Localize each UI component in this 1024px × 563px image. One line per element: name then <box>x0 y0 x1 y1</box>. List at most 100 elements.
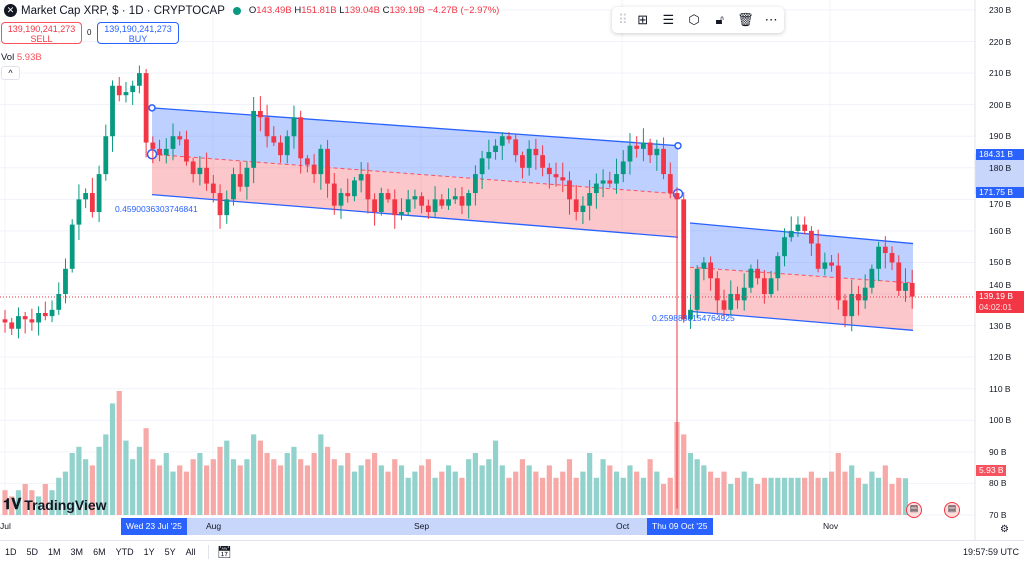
volume-bar <box>392 459 398 515</box>
candle-down <box>567 180 572 200</box>
candle-down <box>385 193 391 200</box>
lock-icon[interactable]: 🔓︎ <box>715 12 724 27</box>
candle-up <box>479 158 485 175</box>
candle-down <box>278 142 283 156</box>
volume-bar <box>96 446 102 515</box>
volume-bar <box>419 465 425 515</box>
add-template-icon[interactable]: ⊞ <box>637 12 649 27</box>
candle-down <box>607 180 613 184</box>
buy-button[interactable]: 139,190,241,273 BUY <box>97 22 179 44</box>
candle-up <box>775 256 781 279</box>
symbol-title[interactable]: Market Cap XRP, $ · 1D · CRYPTOCAP <box>21 4 225 17</box>
candle-up <box>432 199 438 212</box>
candle-down <box>419 196 425 206</box>
tradingview-logo: 𝟏𝐕 TradingView <box>3 496 107 513</box>
candle-down <box>365 174 371 200</box>
candle-up <box>163 148 169 156</box>
candle-up <box>473 174 478 194</box>
candle-down <box>298 117 304 159</box>
volume-bar <box>42 484 48 515</box>
delete-icon[interactable]: 🗑︎ <box>737 12 754 27</box>
candle-up <box>862 287 868 301</box>
volume-bar <box>587 453 593 515</box>
channel-lower-line[interactable] <box>151 193 679 238</box>
range-6m[interactable]: 6M <box>93 547 106 557</box>
volume-bar <box>217 446 223 515</box>
channel-upper-line[interactable] <box>689 222 914 245</box>
us-flag-event-icon[interactable]: ▤ <box>944 502 960 518</box>
settings-icon[interactable]: ⬡ <box>688 12 700 27</box>
range-1d[interactable]: 1D <box>5 547 17 557</box>
price-tick-label: 70 B <box>989 509 1007 520</box>
volume-bar <box>452 471 458 515</box>
range-all[interactable]: All <box>185 547 196 557</box>
range-1m[interactable]: 1M <box>48 547 61 557</box>
candle-up <box>251 110 257 168</box>
price-tick-label: 140 B <box>989 280 1012 290</box>
channel-mid-line[interactable] <box>151 153 679 195</box>
volume-bar <box>412 471 418 515</box>
candle-up <box>795 224 801 231</box>
candle-down <box>520 155 525 168</box>
time-label: Jul <box>0 521 11 531</box>
candle-down <box>157 148 162 156</box>
candle-down <box>560 177 566 181</box>
candle-up <box>600 180 606 184</box>
volume-bar <box>755 484 761 515</box>
volume-legend: Vol 5.93B <box>1 52 42 63</box>
channel-mid-line[interactable] <box>689 266 914 284</box>
candle-down <box>2 319 8 323</box>
candle-down <box>546 167 552 175</box>
candle-down <box>143 73 149 143</box>
range-start-date: Wed 23 Jul '25 <box>121 518 187 535</box>
candle-down <box>835 265 841 301</box>
candles <box>2 65 915 509</box>
volume-bar <box>116 391 122 515</box>
drag-handle-icon[interactable]: ⠿ <box>618 12 628 27</box>
channel-handle[interactable] <box>148 104 156 112</box>
go-to-date-icon[interactable]: 📅︎ <box>216 545 232 559</box>
volume-bar <box>862 484 868 515</box>
settings-icon[interactable]: ⚙ <box>1000 524 1009 535</box>
volume-bar <box>251 434 257 515</box>
candle-down <box>372 199 377 212</box>
volume-bar <box>761 477 767 515</box>
channel-high-price-tag: 184.31 B <box>976 149 1024 160</box>
collapse-legend-button[interactable]: ^ <box>1 66 20 80</box>
volume-bar <box>540 477 546 515</box>
channel-handle[interactable] <box>674 141 682 150</box>
candle-up <box>486 152 492 159</box>
volume-bar <box>640 477 646 515</box>
channel-lower-line[interactable] <box>689 310 914 331</box>
channel-handle[interactable] <box>146 148 158 160</box>
range-3m[interactable]: 3M <box>70 547 84 557</box>
clock[interactable]: 19:57:59 UTC <box>962 547 1019 557</box>
range-1y[interactable]: 1Y <box>143 547 155 557</box>
volume-bar <box>573 477 579 515</box>
channel-upper-line[interactable] <box>151 107 679 147</box>
candle-up <box>36 312 41 323</box>
volume-bar <box>492 440 499 515</box>
range-5d[interactable]: 5D <box>26 547 39 557</box>
candle-up <box>231 174 236 200</box>
more-icon[interactable]: ⋯ <box>764 12 778 27</box>
volume-bar <box>748 477 754 515</box>
range-5y[interactable]: 5Y <box>164 547 176 557</box>
volume-bar <box>620 477 626 515</box>
range-ytd[interactable]: YTD <box>115 547 134 557</box>
sell-button[interactable]: 139,190,241,273 SELL <box>1 22 82 44</box>
volume-bar <box>560 471 566 515</box>
us-flag-event-icon[interactable]: ▤ <box>906 502 922 518</box>
volume-bar <box>69 453 75 515</box>
candle-up <box>587 193 593 206</box>
candle-down <box>533 148 539 156</box>
candle-up <box>748 268 754 288</box>
volume-bar <box>553 477 559 515</box>
candle-up <box>466 193 472 206</box>
candle-up <box>49 309 55 317</box>
volume-bar <box>36 496 42 515</box>
volume-bar <box>660 484 667 515</box>
volume-bar <box>304 465 310 515</box>
line-style-icon[interactable]: ☰ <box>662 12 675 27</box>
